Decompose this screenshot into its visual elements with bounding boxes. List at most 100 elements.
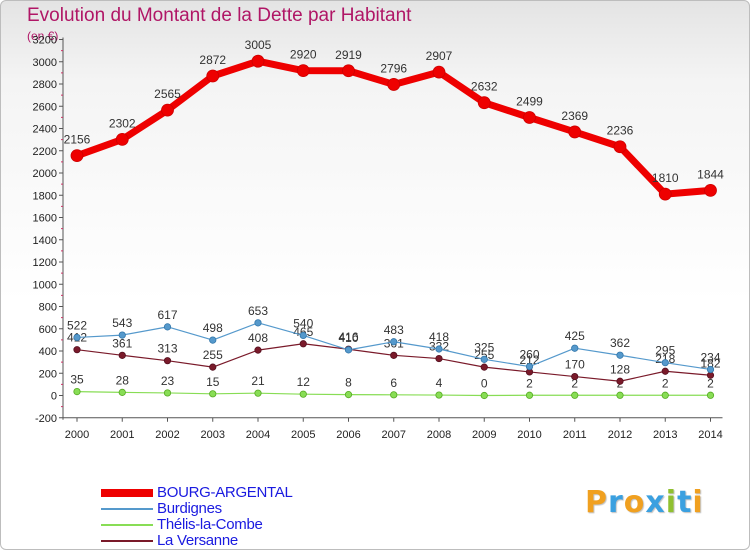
data-label: 212: [519, 353, 539, 367]
data-point: [432, 65, 446, 79]
data-point: [254, 389, 262, 397]
data-label: 4: [436, 376, 443, 390]
data-point: [209, 336, 217, 344]
legend-swatch: [101, 524, 153, 526]
data-point: [344, 391, 353, 399]
data-point: [390, 338, 398, 346]
data-point: [73, 346, 81, 354]
data-point: [73, 333, 81, 342]
data-label: 1844: [697, 167, 724, 181]
data-label: 2: [662, 376, 669, 390]
x-tick-label: 2007: [382, 429, 406, 441]
x-tick-label: 2001: [110, 429, 134, 441]
y-tick-label: 2000: [33, 168, 57, 180]
data-point: [206, 69, 220, 83]
y-tick-label: 200: [39, 368, 57, 380]
legend-swatch: [101, 489, 153, 497]
data-label: 15: [206, 375, 220, 389]
data-point: [435, 345, 443, 353]
data-point: [299, 331, 307, 340]
data-point: [571, 372, 579, 381]
data-point: [251, 54, 265, 68]
data-point: [571, 391, 579, 399]
data-label: 6: [390, 376, 397, 390]
data-point: [163, 389, 172, 397]
data-point: [523, 111, 536, 124]
data-label: 410: [338, 331, 358, 345]
data-label: 23: [161, 374, 175, 388]
data-label: 128: [610, 362, 630, 376]
y-tick-label: 1400: [33, 235, 57, 247]
data-label: 0: [481, 377, 488, 391]
data-label: 2907: [426, 49, 453, 63]
legend-swatch: [101, 508, 153, 510]
data-point: [390, 391, 398, 399]
data-label: 295: [655, 344, 675, 358]
data-label: 522: [67, 318, 87, 332]
y-tick-label: 600: [39, 324, 57, 336]
data-point: [480, 363, 488, 371]
data-label: 2369: [561, 109, 588, 123]
data-point: [571, 344, 579, 352]
x-tick-label: 2014: [698, 429, 722, 441]
data-label: 483: [384, 323, 404, 337]
x-tick-label: 2009: [472, 429, 496, 441]
data-point: [568, 125, 582, 139]
data-point: [163, 323, 172, 331]
data-label: 313: [157, 342, 177, 356]
data-label: 2: [571, 376, 578, 390]
data-label: 408: [248, 331, 268, 345]
x-tick-label: 2012: [608, 429, 632, 441]
data-label: 255: [203, 348, 223, 362]
data-label: 21: [251, 374, 265, 388]
data-point: [209, 390, 217, 398]
data-label: 12: [297, 375, 311, 389]
data-point: [525, 362, 534, 371]
data-label: 362: [610, 336, 630, 350]
x-tick-label: 2005: [291, 429, 315, 441]
y-tick-label: 1000: [33, 279, 57, 291]
data-label: 498: [203, 321, 223, 335]
data-label: 2872: [199, 53, 226, 67]
legend-label: Burdignes: [157, 500, 222, 517]
data-point: [70, 149, 84, 163]
data-point: [525, 391, 534, 399]
data-label: 416: [338, 330, 358, 344]
data-point: [299, 340, 307, 348]
y-tick-label: 2600: [33, 101, 57, 113]
data-point: [296, 64, 310, 78]
data-point: [704, 183, 717, 197]
data-point: [161, 103, 174, 117]
data-point: [706, 391, 715, 399]
chart-title: Evolution du Montant de la Dette par Hab…: [27, 5, 412, 26]
data-label: 35: [70, 373, 84, 387]
data-label: 653: [248, 304, 268, 318]
chart-subtitle: (en €): [27, 29, 59, 43]
data-label: 28: [116, 373, 130, 387]
data-label: 2302: [109, 116, 136, 130]
data-point: [209, 363, 217, 371]
data-point: [299, 390, 307, 398]
x-tick-label: 2008: [427, 429, 451, 441]
y-tick-label: 2200: [33, 146, 57, 158]
y-tick-label: 2400: [33, 124, 57, 136]
data-point: [390, 351, 398, 359]
data-point: [254, 319, 262, 327]
x-tick-label: 2000: [65, 429, 89, 441]
y-tick-label: 1800: [33, 190, 57, 202]
y-tick-label: 1200: [33, 257, 57, 269]
data-label: 361: [112, 336, 132, 350]
y-tick-label: 800: [39, 302, 57, 314]
data-label: 8: [345, 376, 352, 390]
data-label: 2156: [64, 133, 91, 147]
data-label: 2236: [607, 124, 634, 138]
data-label: 2632: [471, 80, 498, 94]
data-label: 543: [112, 316, 132, 330]
data-label: 418: [429, 330, 449, 344]
data-point: [480, 391, 488, 400]
data-label: 617: [157, 308, 177, 322]
data-point: [387, 78, 401, 91]
data-point: [661, 359, 669, 367]
